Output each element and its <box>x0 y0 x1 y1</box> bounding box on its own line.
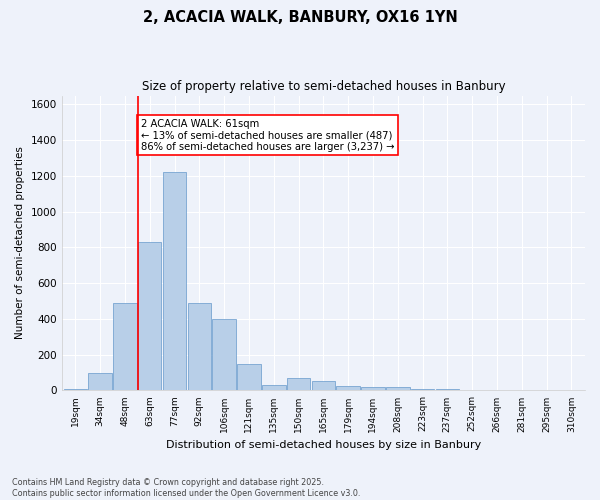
Title: Size of property relative to semi-detached houses in Banbury: Size of property relative to semi-detach… <box>142 80 505 93</box>
Text: 2 ACACIA WALK: 61sqm
← 13% of semi-detached houses are smaller (487)
86% of semi: 2 ACACIA WALK: 61sqm ← 13% of semi-detac… <box>141 119 394 152</box>
Bar <box>262 385 286 390</box>
X-axis label: Distribution of semi-detached houses by size in Banbury: Distribution of semi-detached houses by … <box>166 440 481 450</box>
Y-axis label: Number of semi-detached properties: Number of semi-detached properties <box>15 146 25 340</box>
Bar <box>361 387 385 390</box>
Bar <box>113 303 137 390</box>
Bar <box>411 389 434 390</box>
Bar <box>163 172 186 390</box>
Bar <box>386 387 410 390</box>
Text: Contains HM Land Registry data © Crown copyright and database right 2025.
Contai: Contains HM Land Registry data © Crown c… <box>12 478 361 498</box>
Bar <box>237 364 261 390</box>
Bar <box>287 378 310 390</box>
Bar <box>311 380 335 390</box>
Bar <box>138 242 161 390</box>
Bar <box>337 386 360 390</box>
Bar <box>88 372 112 390</box>
Bar <box>64 388 87 390</box>
Bar <box>212 319 236 390</box>
Bar <box>188 303 211 390</box>
Text: 2, ACACIA WALK, BANBURY, OX16 1YN: 2, ACACIA WALK, BANBURY, OX16 1YN <box>143 10 457 25</box>
